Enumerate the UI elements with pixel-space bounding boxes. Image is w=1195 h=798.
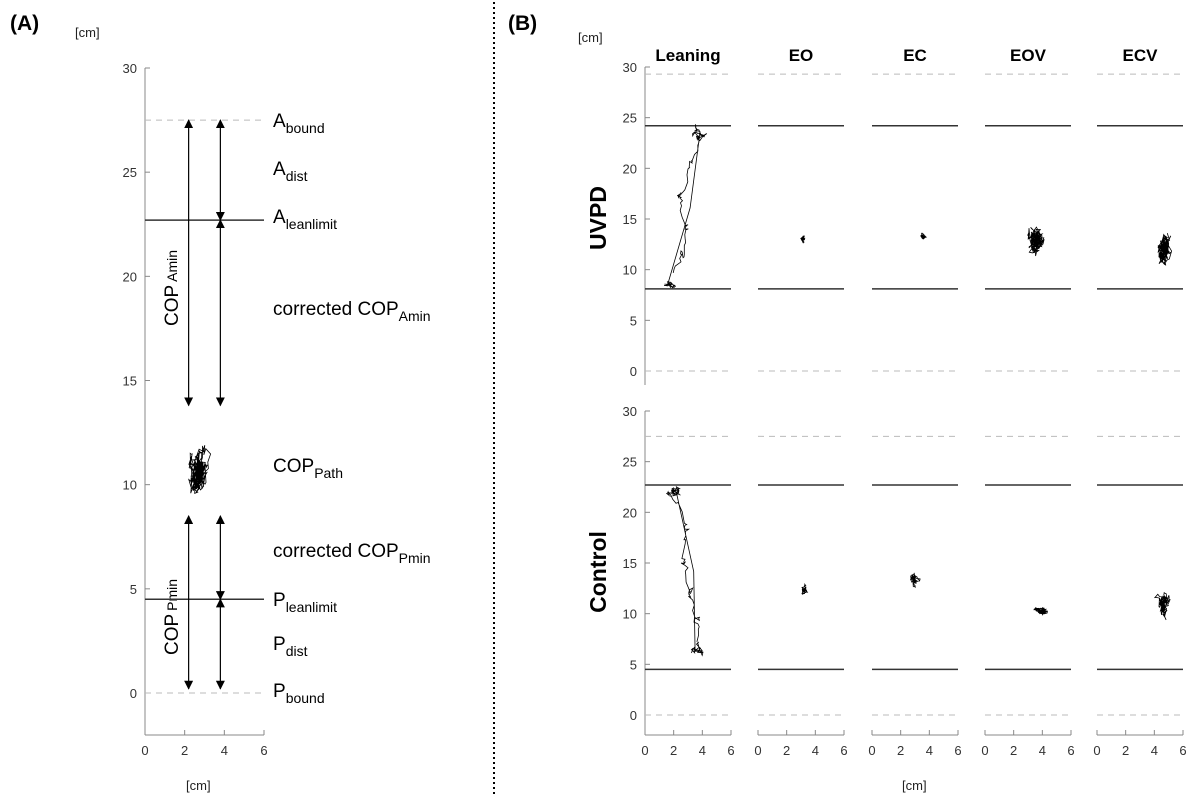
panel-b-x-tick-label: 6 [954, 743, 961, 758]
panel-b-y-tick-label: 20 [623, 505, 637, 520]
annotation-p-leanlimit: Pleanlimit [273, 590, 337, 615]
panel-a-y-unit: [cm] [75, 25, 100, 40]
panel-b-control-leaning-cop-path [665, 485, 704, 657]
panel-b-x-tick-label: 2 [783, 743, 790, 758]
panel-b-x-tick-label: 4 [699, 743, 706, 758]
panel-b-x-tick-label: 2 [670, 743, 677, 758]
panel-b-x-tick-label: 0 [754, 743, 761, 758]
panel-b-y-unit: [cm] [578, 30, 603, 45]
panel-a-x-tick-label: 0 [141, 743, 148, 758]
panel-b-control-ecv-cop-path [1153, 592, 1171, 621]
panel-b-y-tick-label: 5 [630, 313, 637, 328]
panel-b-x-tick-label: 2 [1010, 743, 1017, 758]
panel-a-cop-path [188, 445, 212, 495]
condition-label-ec: EC [903, 46, 927, 65]
annotation-p-bound: Pbound [273, 681, 325, 706]
panel-b-y-tick-label: 0 [630, 364, 637, 379]
panel-b-x-tick-label: 0 [868, 743, 875, 758]
panel-b-y-tick-label: 20 [623, 161, 637, 176]
annotation-p-dist: Pdist [273, 634, 308, 659]
panel-b-y-tick-label: 30 [623, 404, 637, 419]
panel-b-y-tick-label: 15 [623, 212, 637, 227]
panel-a-plot: 0 5 10 15 20 25 30 0 2 4 6 [123, 61, 268, 758]
condition-label-eo: EO [789, 46, 814, 65]
panel-b-y-tick-label: 10 [623, 607, 637, 622]
panel-b-uvpd-leaning-cop-path [663, 124, 708, 289]
panel-b-uvpd-eo-cop-path [800, 235, 806, 244]
panel-b-x-tick-label: 4 [1151, 743, 1158, 758]
annotation-corrected-cop-amin: corrected COPAmin [273, 299, 431, 324]
panel-b-y-tick-label: 25 [623, 111, 637, 126]
panel-b-control-eo-cop-path [801, 583, 809, 595]
panel-b-x-tick-label: 2 [1122, 743, 1129, 758]
panel-b-x-tick-label: 6 [1179, 743, 1186, 758]
panel-a-y-tick-label: 10 [123, 478, 137, 493]
group-label-control: Control [585, 531, 611, 613]
panel-b-uvpd-eov-cop-path [1027, 226, 1045, 257]
panel-a-x-unit: [cm] [186, 778, 211, 793]
panel-a-y-tick-label: 20 [123, 269, 137, 284]
annotation-cop-pmin-vertical: COPPmin [162, 579, 183, 655]
annotation-cop-path: COPPath [273, 456, 343, 481]
condition-label-eov: EOV [1010, 46, 1047, 65]
panel-b-x-tick-label: 4 [926, 743, 933, 758]
panel-a-x-tick-label: 4 [221, 743, 228, 758]
panel-b-uvpd-ec-cop-path [920, 232, 928, 240]
panel-b-y-tick-label: 0 [630, 708, 637, 723]
panel-b-y-tick-label: 25 [623, 455, 637, 470]
panel-b-y-tick-label: 5 [630, 657, 637, 672]
annotation-cop-amin-vertical: COPAmin [162, 250, 183, 326]
panel-a-y-tick-label: 25 [123, 165, 137, 180]
panel-b-x-tick-label: 6 [840, 743, 847, 758]
panel-a-y-tick-label: 0 [130, 686, 137, 701]
panel-b-x-unit: [cm] [902, 778, 927, 793]
panel-a-y-tick-label: 5 [130, 582, 137, 597]
panel-b-y-tick-label: 15 [623, 556, 637, 571]
panel-b-control-eov-cop-path [1033, 606, 1048, 616]
panel-b-x-tick-label: 0 [981, 743, 988, 758]
panel-b-uvpd-ecv-cop-path [1157, 232, 1173, 266]
panel-a-x-tick-label: 2 [181, 743, 188, 758]
panel-b-x-tick-label: 6 [1067, 743, 1074, 758]
group-label-uvpd: UVPD [585, 186, 611, 250]
panel-b-x-tick-label: 0 [641, 743, 648, 758]
panel-b-x-tick-label: 2 [897, 743, 904, 758]
panel-b-x-tick-label: 4 [812, 743, 819, 758]
panel-b-x-tick-label: 4 [1039, 743, 1046, 758]
annotation-corrected-cop-pmin: corrected COPPmin [273, 541, 431, 566]
panel-a-y-tick-label: 15 [123, 374, 137, 389]
panel-b-control-ec-cop-path [910, 572, 921, 589]
panel-b-y-tick-label: 10 [623, 263, 637, 278]
annotation-a-bound: Abound [273, 111, 325, 136]
annotation-a-leanlimit: Aleanlimit [273, 207, 337, 232]
panel-b-letter: (B) [508, 12, 537, 35]
panel-b-x-tick-label: 6 [727, 743, 734, 758]
panel-b-x-tick-label: 0 [1093, 743, 1100, 758]
annotation-a-dist: Adist [273, 159, 308, 184]
condition-label-leaning: Leaning [655, 46, 720, 65]
condition-label-ecv: ECV [1123, 46, 1159, 65]
panel-b-y-tick-label: 30 [623, 60, 637, 75]
panel-a-letter: (A) [10, 12, 39, 35]
panel-a-x-tick-label: 6 [260, 743, 267, 758]
panel-a-y-tick-label: 30 [123, 61, 137, 76]
